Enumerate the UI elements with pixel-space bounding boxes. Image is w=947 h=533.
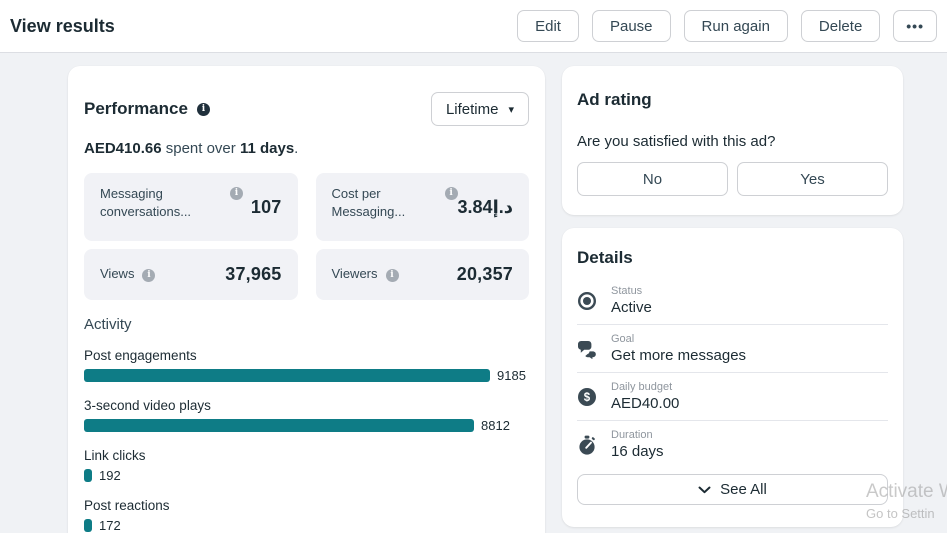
detail-label: Duration (611, 429, 653, 441)
detail-row-duration: Duration 16 days (577, 420, 888, 468)
metric-value: 37,965 (225, 264, 282, 284)
details-see-all-button[interactable]: See All (577, 474, 888, 505)
performance-card: Performance i Lifetime ▾ AED410.66 spent… (68, 66, 545, 533)
edit-button[interactable]: Edit (517, 10, 579, 42)
detail-value: AED40.00 (611, 395, 680, 412)
metric-value: 3.84د.إ (457, 196, 513, 217)
metric-tile-cost-per-messaging: Cost per Messaging... i 3.84د.إ (315, 173, 529, 241)
activity-item-link-clicks: Link clicks 192 (84, 448, 529, 483)
activity-label: 3-second video plays (84, 398, 211, 413)
activity-item-video-plays: 3-second video plays 8812 (84, 398, 529, 433)
detail-label: Daily budget (611, 381, 673, 393)
more-options-button[interactable]: ••• (893, 10, 937, 42)
metric-value: 107 (250, 196, 282, 217)
detail-value: Active (611, 299, 652, 316)
activity-label: Post reactions (84, 498, 170, 513)
rating-no-button[interactable]: No (577, 162, 728, 196)
caret-down-icon: ▾ (508, 103, 514, 116)
date-range-label: Lifetime (445, 100, 499, 118)
run-again-button[interactable]: Run again (683, 10, 788, 42)
page-title: View results (10, 15, 115, 36)
spend-days: 11 days (239, 140, 295, 157)
metric-label: Viewers (331, 266, 378, 282)
activity-label: Link clicks (84, 448, 146, 463)
activity-label: Post engagements (84, 348, 197, 363)
metric-tiles: Messaging conversations... i 107 Cost pe… (84, 173, 529, 300)
status-icon (577, 291, 597, 310)
detail-label: Goal (611, 333, 635, 345)
activity-value: 172 (99, 518, 121, 533)
metric-tile-viewers: Viewers i 20,357 (315, 249, 529, 300)
info-icon[interactable]: i (385, 269, 399, 282)
goal-icon (578, 340, 596, 359)
delete-button[interactable]: Delete (800, 10, 881, 42)
details-title: Details (577, 248, 633, 267)
metric-tile-views: Views i 37,965 (84, 249, 298, 300)
info-icon[interactable]: i (142, 269, 156, 282)
metric-label: Cost per Messaging... (331, 186, 406, 220)
metric-tile-messaging-conversations: Messaging conversations... i 107 (84, 173, 298, 241)
header-actions: Edit Pause Run again Delete ••• (517, 10, 937, 42)
ellipsis-icon: ••• (906, 18, 924, 34)
activity-bar (84, 519, 92, 532)
spend-summary: AED410.66 spent over 11 days. (84, 140, 299, 157)
activity-item-post-engagements: Post engagements 9185 (84, 348, 529, 383)
header-bar: View results Edit Pause Run again Delete… (0, 0, 947, 53)
info-icon[interactable]: i (196, 102, 210, 116)
detail-row-daily-budget: $ Daily budget AED40.00 (577, 372, 888, 420)
activity-value: 9185 (497, 368, 526, 383)
metric-label: Messaging conversations... (100, 186, 192, 220)
metric-label: Views (100, 266, 135, 282)
detail-value: 16 days (611, 443, 664, 460)
activity-bar (84, 369, 490, 382)
ad-rating-title: Ad rating (577, 90, 652, 109)
detail-value: Get more messages (611, 347, 747, 364)
main-content: Performance i Lifetime ▾ AED410.66 spent… (0, 53, 947, 533)
performance-title: Performance (84, 99, 188, 118)
activity-item-post-reactions: Post reactions 172 (84, 498, 529, 533)
info-icon[interactable]: i (230, 187, 243, 200)
rating-yes-button[interactable]: Yes (737, 162, 888, 196)
detail-label: Status (611, 285, 643, 297)
detail-row-goal: Goal Get more messages (577, 324, 888, 372)
spend-amount: AED410.66 (84, 140, 162, 157)
detail-row-status: Status Active (577, 277, 888, 324)
activity-bar (84, 469, 92, 482)
budget-icon: $ (578, 387, 596, 406)
activity-value: 192 (99, 468, 121, 483)
ad-rating-card: Ad rating Are you satisfied with this ad… (562, 66, 903, 215)
svg-text:$: $ (584, 392, 591, 404)
date-range-dropdown[interactable]: Lifetime ▾ (430, 92, 529, 126)
info-icon[interactable]: i (444, 187, 458, 200)
chevron-down-icon (698, 486, 711, 493)
pause-button[interactable]: Pause (591, 10, 671, 42)
activity-bar (84, 419, 474, 432)
details-card: Details Status Active Goal (562, 228, 903, 527)
duration-icon (579, 435, 595, 455)
activity-section-title: Activity (84, 316, 132, 333)
metric-value: 20,357 (456, 264, 513, 284)
activity-value: 8812 (481, 418, 510, 433)
ad-rating-question: Are you satisfied with this ad? (577, 133, 776, 150)
